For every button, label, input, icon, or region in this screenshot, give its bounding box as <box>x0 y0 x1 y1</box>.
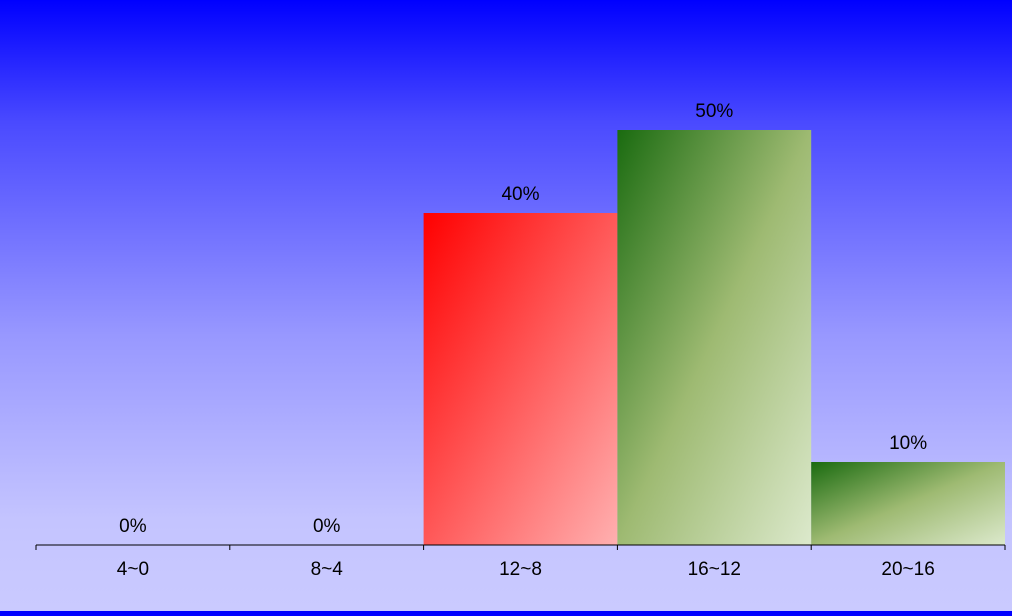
tick-label-20~16: 20~16 <box>881 559 934 580</box>
tick-label-4~0: 4~0 <box>117 559 149 580</box>
data-label-8~4: 0% <box>313 516 341 537</box>
bar-16~12 <box>617 130 812 545</box>
bars-layer <box>423 130 1005 545</box>
value-labels-layer: 0% 0% 40% 50% 10% <box>119 101 927 537</box>
data-label-4~0: 0% <box>119 516 147 537</box>
bar-20~16 <box>811 462 1005 545</box>
data-label-16~12: 50% <box>695 101 733 122</box>
data-label-12~8: 40% <box>501 184 539 205</box>
bar-12~8 <box>423 213 618 545</box>
tick-label-8~4: 8~4 <box>311 559 344 580</box>
x-tick-labels: 4~0 8~4 12~8 16~12 20~16 <box>117 559 935 580</box>
x-axis <box>35 544 1006 550</box>
tick-label-16~12: 16~12 <box>688 559 741 580</box>
data-label-20~16: 10% <box>889 433 927 454</box>
tick-label-12~8: 12~8 <box>499 559 542 580</box>
